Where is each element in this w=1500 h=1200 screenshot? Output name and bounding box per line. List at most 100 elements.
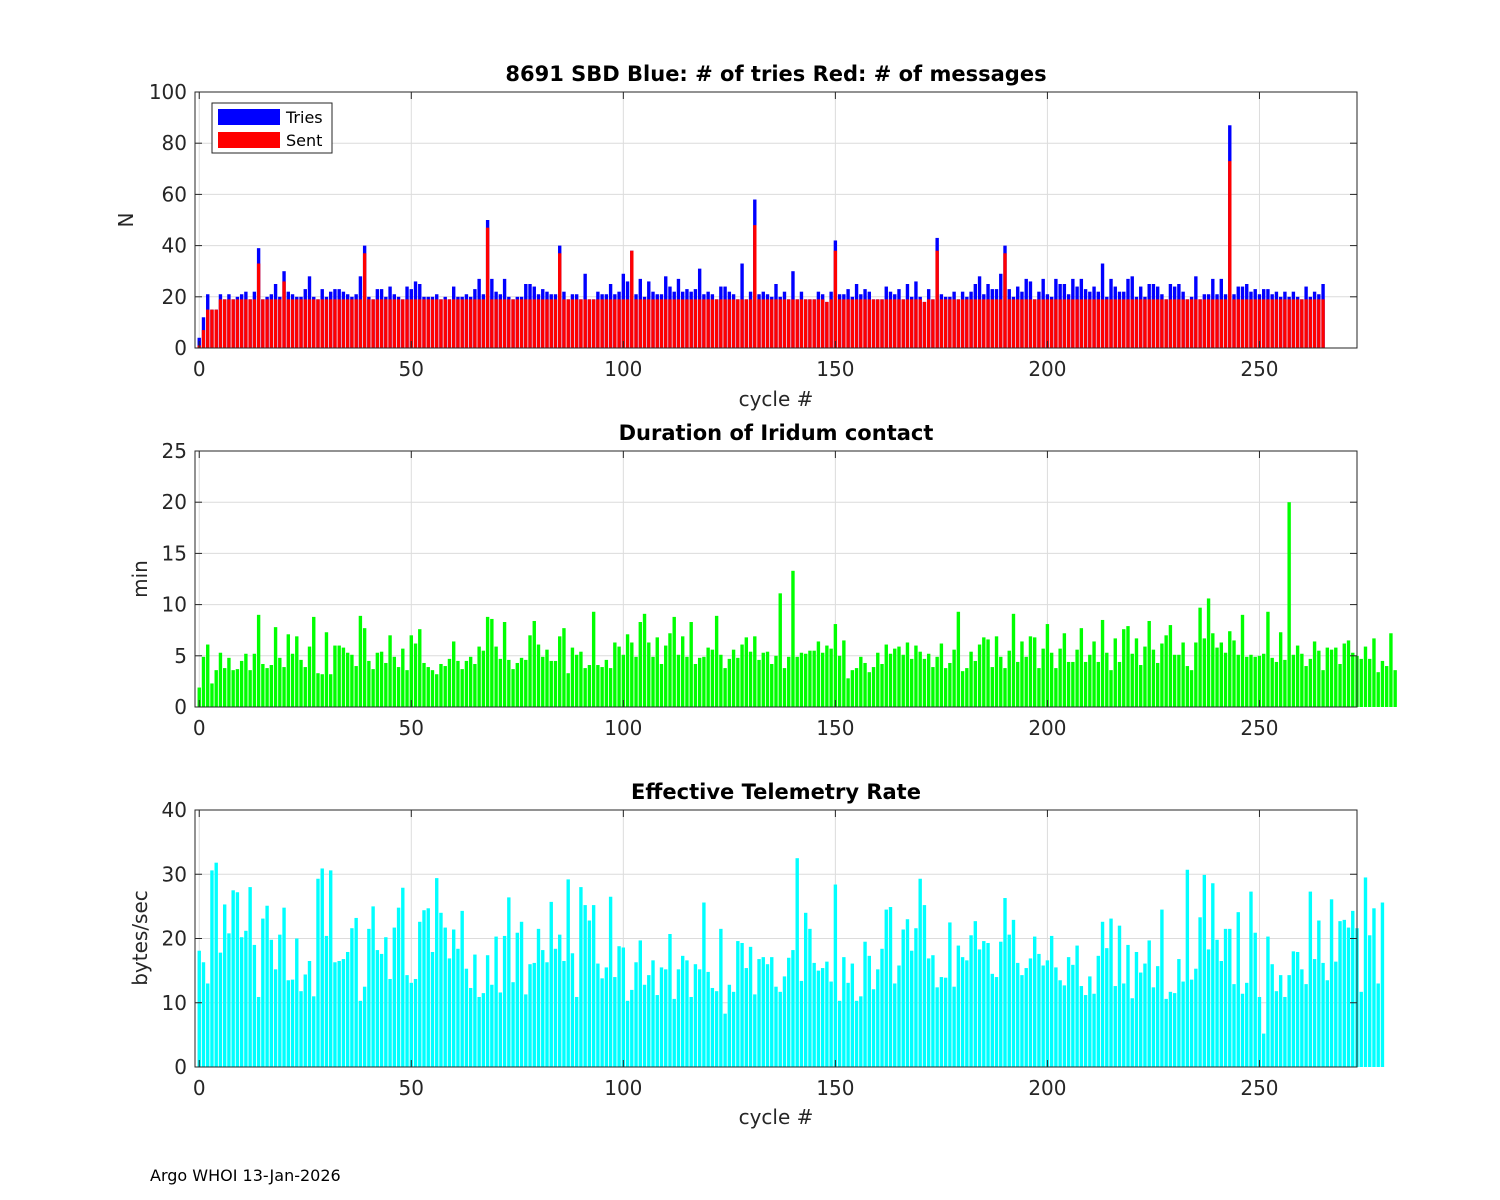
bar-rate <box>439 912 443 1067</box>
bar-duration <box>977 644 982 707</box>
bar-sent <box>307 299 312 348</box>
bar-duration <box>1329 649 1334 707</box>
bar-rate <box>1376 983 1380 1067</box>
bar-rate <box>1189 979 1194 1067</box>
bar-rate <box>235 892 240 1067</box>
bar-rate <box>1147 940 1151 1067</box>
bar-rate <box>231 890 235 1067</box>
y-axis-label-sbd: N <box>114 213 138 228</box>
y-tick-label: 0 <box>174 1055 187 1079</box>
bar-sent <box>320 299 324 348</box>
bar-rate <box>1359 991 1363 1067</box>
bar-sent <box>481 299 486 348</box>
bar-sent <box>647 299 651 348</box>
bar-rate <box>473 954 477 1067</box>
bar-duration <box>1359 658 1363 707</box>
y-tick-label: 25 <box>162 439 187 463</box>
bar-sent <box>617 299 621 348</box>
bar-rate <box>532 962 536 1067</box>
bar-duration <box>553 660 558 707</box>
bar-rate <box>1143 963 1147 1067</box>
x-tick-label: 200 <box>1028 357 1066 381</box>
bar-sent <box>1168 299 1173 348</box>
axes-box-sbd <box>194 91 1358 349</box>
bar-duration <box>1342 643 1346 707</box>
bar-sent <box>1037 299 1041 348</box>
bar-rate <box>1380 902 1385 1067</box>
bar-sent <box>511 299 515 348</box>
bar-duration <box>880 663 884 707</box>
bar-duration <box>1211 633 1215 707</box>
bar-duration <box>549 660 553 707</box>
bar-duration <box>1274 661 1279 707</box>
bar-duration <box>693 663 698 707</box>
bar-duration <box>235 669 240 707</box>
bar-duration <box>405 670 409 707</box>
bar-rate <box>664 969 668 1067</box>
bar-sent <box>574 299 579 348</box>
bar-sent <box>299 299 303 348</box>
bar-sent <box>965 299 969 348</box>
bar-rate <box>774 986 778 1067</box>
bar-duration <box>1317 650 1321 707</box>
bar-sent <box>969 299 973 348</box>
bar-duration <box>350 654 354 707</box>
bar-duration <box>948 662 952 707</box>
bar-duration <box>842 640 846 707</box>
bar-sent <box>265 299 269 348</box>
bar-rate <box>977 949 982 1067</box>
bar-rate <box>1100 921 1105 1067</box>
bar-rate <box>969 935 973 1067</box>
bar-sent <box>485 227 490 348</box>
bar-rate <box>201 962 206 1067</box>
bar-duration <box>1287 502 1291 707</box>
bar-sent <box>888 299 893 348</box>
bar-duration <box>324 632 329 707</box>
bar-rate <box>1321 962 1325 1067</box>
bar-rate <box>371 906 375 1068</box>
bar-duration <box>388 635 392 707</box>
bar-duration <box>1071 661 1075 707</box>
bar-duration <box>1033 637 1037 707</box>
bar-rate <box>1278 975 1283 1067</box>
bar-duration <box>1088 654 1092 707</box>
bar-sent <box>498 299 503 348</box>
bar-sent <box>1164 299 1168 348</box>
bar-duration <box>536 644 541 707</box>
ticks-sbd: 0 50 100 150 200 250 0 20 40 60 80 100 <box>149 80 1357 381</box>
bar-rate <box>630 989 634 1067</box>
bar-rate <box>617 946 621 1067</box>
bar-rate <box>710 987 715 1067</box>
bar-rate <box>1007 934 1011 1067</box>
bar-duration <box>926 653 931 707</box>
bar-rate <box>329 870 333 1067</box>
bar-sent <box>608 299 613 348</box>
bar-sent <box>1113 299 1117 348</box>
bar-duration <box>341 647 346 707</box>
bar-sent <box>706 299 710 348</box>
bar-sent <box>290 299 295 348</box>
bar-rate <box>333 962 337 1067</box>
legend-swatch-tries <box>218 109 280 125</box>
bar-duration <box>273 627 278 707</box>
bar-rate <box>384 937 388 1067</box>
bar-rate <box>1329 899 1334 1067</box>
bar-duration <box>986 639 990 707</box>
bar-sent <box>1312 299 1317 348</box>
bar-rate <box>1066 957 1071 1067</box>
bar-rate <box>634 962 638 1067</box>
bar-duration <box>1181 642 1185 707</box>
bar-duration <box>820 652 825 707</box>
bar-duration <box>668 633 672 707</box>
bar-duration <box>541 656 545 707</box>
bar-duration <box>1105 652 1109 707</box>
bar-sent <box>1016 299 1020 348</box>
bar-sent <box>579 299 583 348</box>
bar-rate <box>842 957 846 1067</box>
bar-sent <box>375 299 380 348</box>
x-axis-label-rate: cycle # <box>739 1105 814 1129</box>
bar-rate <box>464 968 469 1067</box>
bar-duration <box>965 668 969 707</box>
bar-rate <box>1325 980 1330 1067</box>
bar-rate <box>672 998 676 1067</box>
